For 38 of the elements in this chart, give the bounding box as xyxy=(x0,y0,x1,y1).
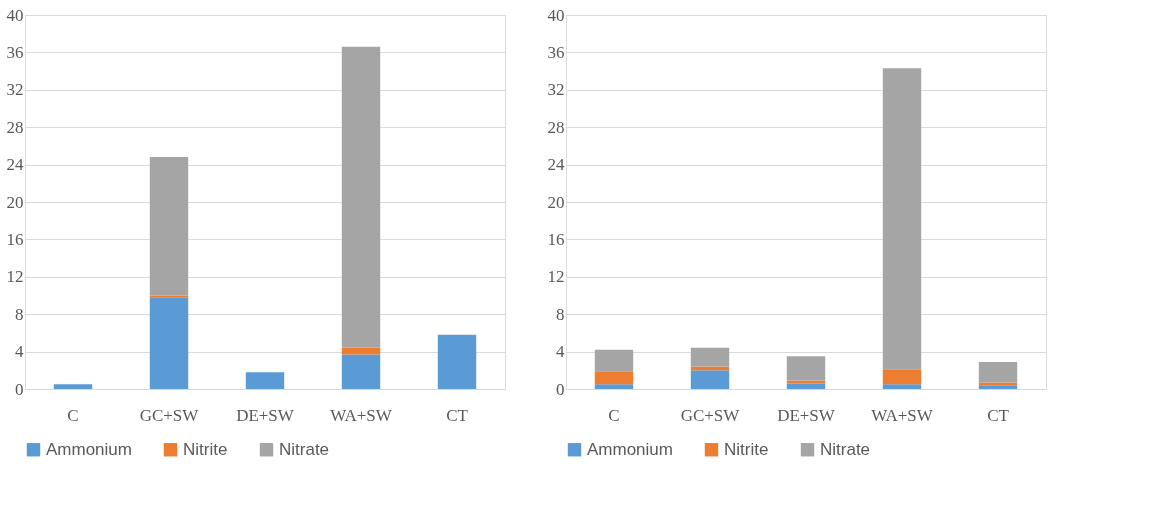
y-tick-label: 0 xyxy=(15,379,24,399)
legend-label: Nitrate xyxy=(279,439,330,459)
x-tick-label: C xyxy=(67,405,79,425)
y-tick-label: 32 xyxy=(6,80,24,100)
y-tick-label: 12 xyxy=(547,267,565,287)
x-tick-label: CT xyxy=(987,405,1010,425)
x-tick-label: DE+SW xyxy=(236,405,295,425)
x-tick-label: C xyxy=(608,405,620,425)
y-tick-label: 28 xyxy=(6,117,24,137)
y-tick-label: 16 xyxy=(6,229,24,249)
y-tick-label: 4 xyxy=(556,342,565,362)
y-tick-label: 40 xyxy=(6,5,24,25)
legend-label: Ammonium xyxy=(587,439,673,459)
y-tick-label: 8 xyxy=(15,304,24,324)
x-tick-label: DE+SW xyxy=(777,405,836,425)
y-tick-label: 12 xyxy=(6,267,24,287)
x-tick-label: GC+SW xyxy=(139,405,200,425)
y-tick-label: 4 xyxy=(15,342,24,362)
legend-label: Ammonium xyxy=(46,439,132,459)
x-tick-label: WA+SW xyxy=(330,405,393,425)
y-tick-label: 36 xyxy=(547,42,565,62)
y-tick-label: 20 xyxy=(6,192,24,212)
y-tick-label: 28 xyxy=(547,117,565,137)
legend-label: Nitrite xyxy=(724,439,769,459)
y-tick-label: 24 xyxy=(6,155,24,175)
x-tick-label: GC+SW xyxy=(680,405,741,425)
y-tick-label: 36 xyxy=(6,42,24,62)
y-tick-label: 20 xyxy=(547,192,565,212)
y-tick-label: 16 xyxy=(547,229,565,249)
y-tick-label: 40 xyxy=(547,5,565,25)
x-tick-label: WA+SW xyxy=(871,405,934,425)
legend-label: Nitrite xyxy=(183,439,228,459)
y-tick-label: 32 xyxy=(547,80,565,100)
y-tick-label: 0 xyxy=(556,379,565,399)
legend-label: Nitrate xyxy=(820,439,871,459)
y-tick-label: 8 xyxy=(556,304,565,324)
y-tick-label: 24 xyxy=(547,155,565,175)
x-tick-label: CT xyxy=(446,405,469,425)
